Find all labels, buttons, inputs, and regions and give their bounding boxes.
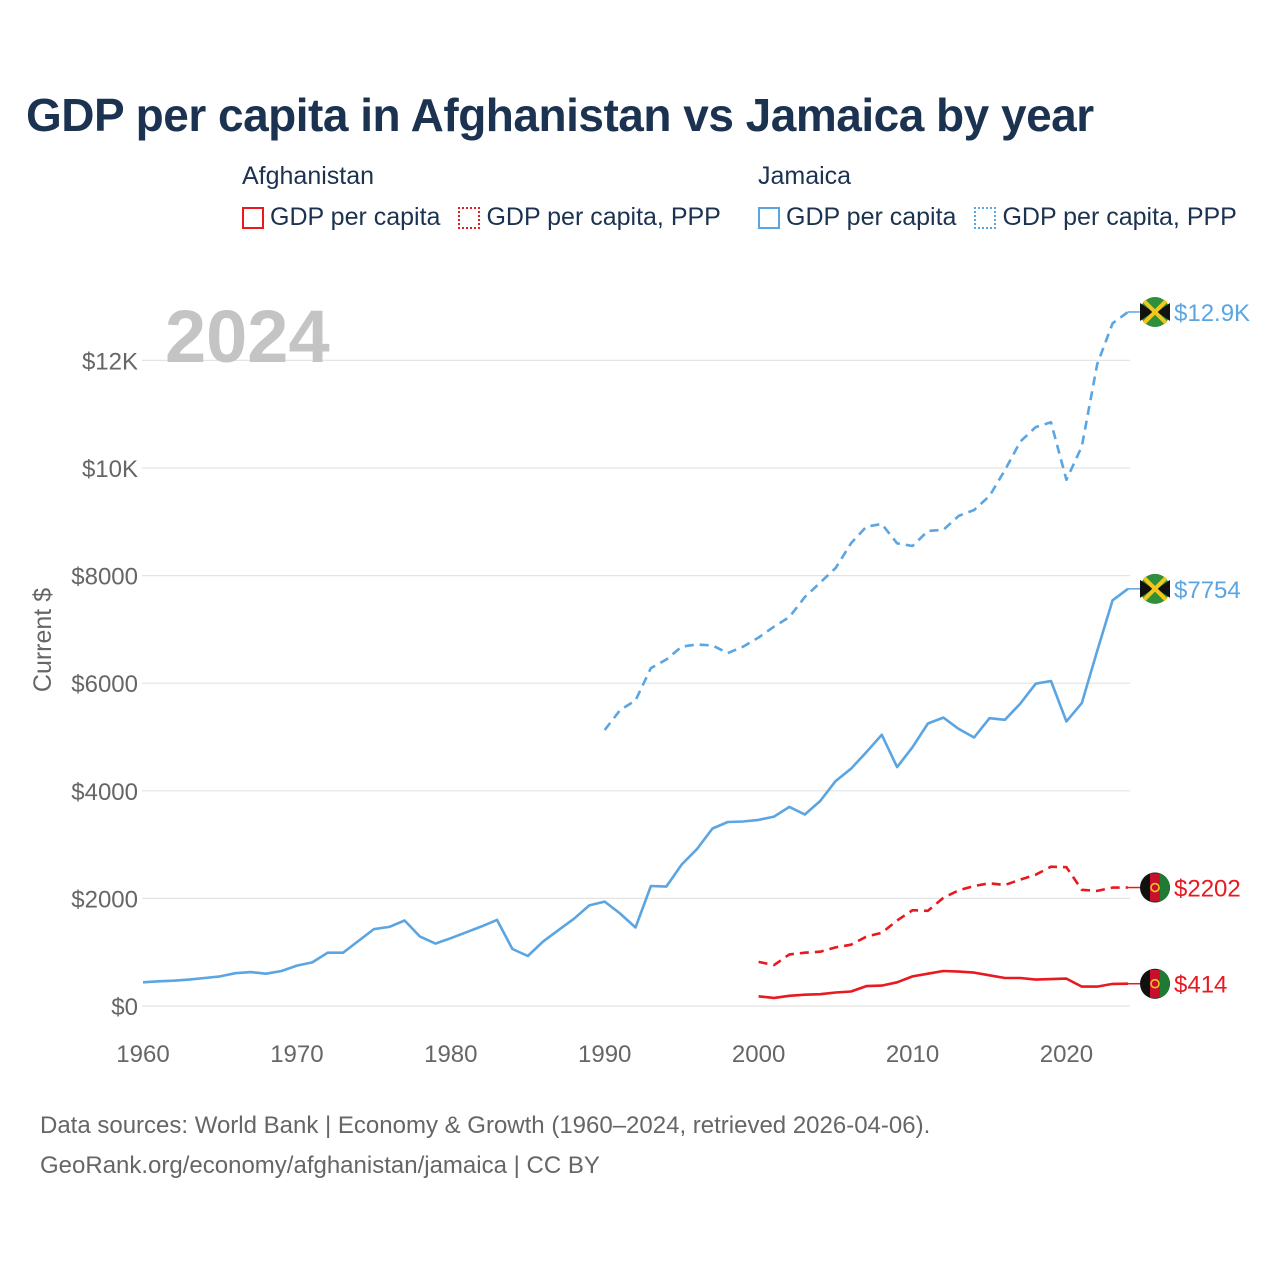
x-tick-label: 1970 (270, 1041, 323, 1068)
end-value-label: $414 (1174, 972, 1227, 999)
legend-item-jamaica-gdp-ppp[interactable]: GDP per capita, PPP (974, 203, 1237, 232)
jamaica-flag-icon (1140, 296, 1170, 327)
y-tick-label: $6000 (71, 671, 138, 698)
flag-emblem (1150, 978, 1160, 989)
legend-swatch-solid (758, 206, 780, 229)
flag-triangle-right (1157, 302, 1170, 321)
legend-item-afghanistan-gdp-ppp[interactable]: GDP per capita, PPP (458, 203, 721, 232)
legend-swatch-solid (242, 206, 264, 229)
series-line (603, 310, 1129, 731)
y-tick-label: $4000 (71, 779, 138, 806)
footer: Data sources: World Bank | Economy & Gro… (40, 1106, 930, 1186)
flag-saltire (1142, 299, 1168, 325)
legend-item-label: GDP per capita, PPP (1002, 203, 1237, 231)
x-tick-label: 2000 (732, 1041, 785, 1068)
legend-country-label: Jamaica (758, 162, 852, 190)
jamaica-flag-icon (1140, 573, 1170, 604)
x-axis-ticks: 1960 1970 1980 1990 2000 2010 2020 (116, 1041, 1093, 1068)
y-tick-label: $2000 (71, 886, 138, 913)
y-tick-label: $8000 (71, 564, 138, 591)
y-axis-ticks: $0 $2000 $4000 $6000 $8000 $10K $12K (71, 348, 138, 1021)
afghanistan-flag-icon (1140, 968, 1170, 999)
series-lines (142, 310, 1129, 1000)
legend-swatch-dotted (974, 206, 997, 229)
x-tick-label: 1960 (116, 1041, 169, 1068)
end-value-label: $2202 (1174, 876, 1241, 903)
x-tick-label: 1990 (578, 1041, 631, 1068)
flag-stripe (1150, 969, 1160, 998)
legend-item-label: GDP per capita, PPP (486, 203, 721, 231)
y-tick-label: $10K (82, 456, 138, 483)
y-tick-label: $0 (111, 994, 138, 1021)
flag-stripe (1160, 873, 1170, 902)
x-tick-label: 2010 (886, 1041, 939, 1068)
afghanistan-flag-icon (1140, 872, 1170, 903)
legend-jamaica: Jamaica GDP per capita GDP per capita, P… (758, 162, 1237, 232)
y-axis-label: Current $ (29, 588, 57, 692)
series-line (758, 969, 1129, 1000)
flag-emblem (1150, 882, 1160, 893)
legend-country-label: Afghanistan (242, 162, 375, 190)
series-line (758, 865, 1129, 967)
flag-stripe (1160, 969, 1170, 998)
legend-item-label: GDP per capita (270, 203, 441, 231)
x-tick-label: 1980 (424, 1041, 477, 1068)
series-line (142, 587, 1129, 984)
grid-lines (142, 359, 1130, 1007)
flag-saltire (1142, 576, 1168, 602)
x-tick-label: 2020 (1040, 1041, 1093, 1068)
flag-triangle-left (1140, 579, 1153, 598)
chart-area: 2024 Current $ $0 $2000 $4000 $6000 $8000 $10… (29, 295, 1250, 1068)
y-tick-label: $12K (82, 348, 138, 375)
legend-afghanistan: Afghanistan GDP per capita GDP per capit… (242, 162, 721, 232)
flag-stripe (1150, 873, 1160, 902)
legend-item-jamaica-gdp[interactable]: GDP per capita (758, 203, 956, 232)
page-title: GDP per capita in Afghanistan vs Jamaica… (26, 89, 1094, 141)
legend-swatch-dotted (458, 206, 481, 229)
legend-item-label: GDP per capita (786, 203, 957, 231)
flag-triangle-right (1157, 579, 1170, 598)
flag-triangle-left (1140, 302, 1153, 321)
end-value-label: $12.9K (1174, 300, 1250, 327)
footer-link[interactable]: GeoRank.org/economy/afghanistan/jamaica … (40, 1152, 600, 1179)
legend-item-afghanistan-gdp[interactable]: GDP per capita (242, 203, 440, 232)
end-value-label: $7754 (1174, 577, 1241, 604)
year-watermark: 2024 (165, 295, 330, 378)
end-labels: $12.9K $7754 $2202 $414 (1128, 296, 1250, 999)
footer-sources: Data sources: World Bank | Economy & Gro… (40, 1112, 931, 1139)
